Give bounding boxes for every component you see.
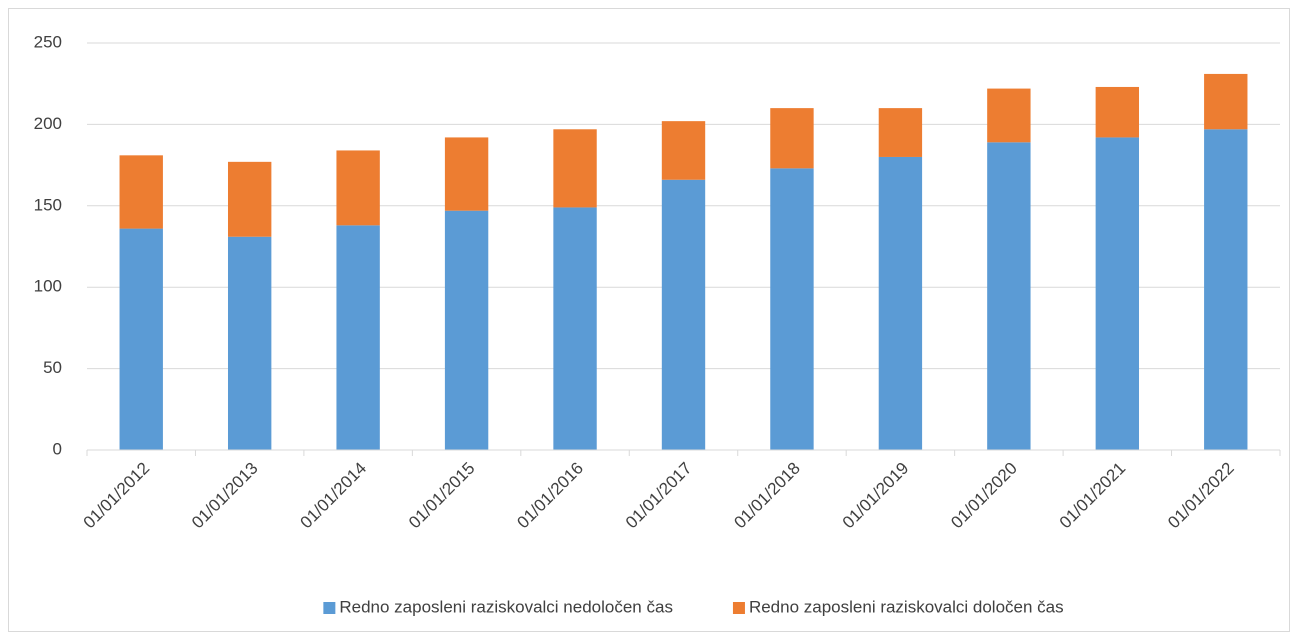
bar-segment xyxy=(878,108,923,157)
legend: Redno zaposleni raziskovalci nedoločen č… xyxy=(323,597,1064,616)
bar-segment xyxy=(987,142,1031,451)
y-tick-label: 200 xyxy=(34,114,62,133)
legend-label: Redno zaposleni raziskovalci nedoločen č… xyxy=(339,597,673,616)
bar-segment xyxy=(1095,137,1140,450)
bar-segment xyxy=(119,228,163,450)
y-tick-label: 0 xyxy=(53,439,62,458)
bar-segment xyxy=(119,155,163,229)
bar-segment xyxy=(227,161,272,237)
bar-segment xyxy=(444,137,489,211)
bar-segment xyxy=(1204,73,1248,130)
legend-swatch xyxy=(323,602,336,614)
bar-segment xyxy=(1095,86,1140,138)
bar-segment xyxy=(987,88,1031,143)
legend-label: Redno zaposleni raziskovalci določen čas xyxy=(749,597,1064,616)
chart-border xyxy=(8,8,1290,632)
legend-swatch xyxy=(732,602,745,614)
y-tick-label: 250 xyxy=(34,32,62,51)
bar-segment xyxy=(227,236,272,450)
bar-segment xyxy=(878,156,923,450)
bar-segment xyxy=(444,210,489,450)
y-tick-label: 100 xyxy=(34,277,62,296)
bar-segment xyxy=(336,225,380,450)
bar-segment xyxy=(661,179,706,450)
bar-segment xyxy=(770,168,814,450)
y-tick-label: 150 xyxy=(34,195,62,214)
bar-segment xyxy=(553,129,597,208)
bar-segment xyxy=(336,150,380,226)
bar-segment xyxy=(553,207,597,450)
bar-segment xyxy=(661,121,706,180)
bar-segment xyxy=(770,108,814,169)
bar-segment xyxy=(1204,129,1248,450)
y-tick-label: 50 xyxy=(43,358,62,377)
